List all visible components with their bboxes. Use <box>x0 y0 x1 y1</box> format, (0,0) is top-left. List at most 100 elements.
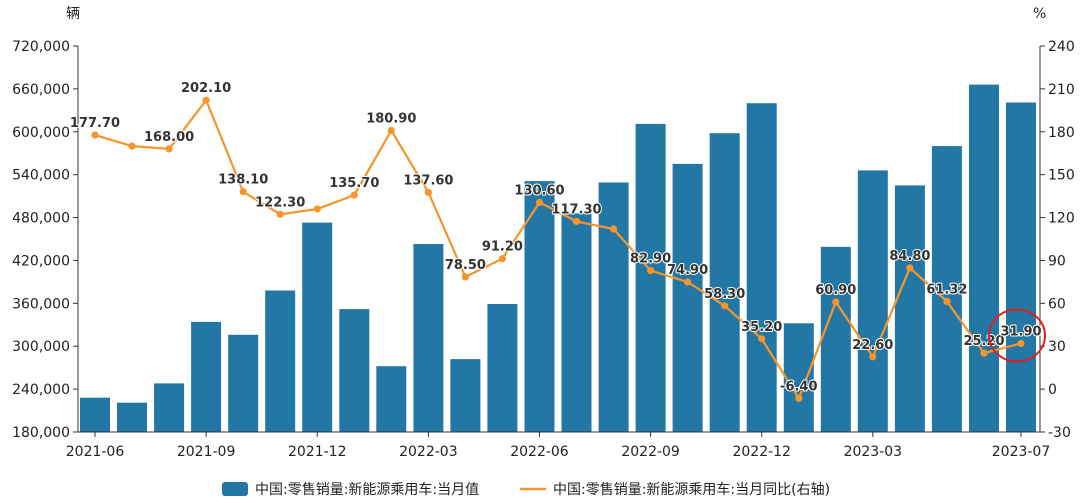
bar-2023-07 <box>1006 102 1036 432</box>
x-tick-label: 2021-12 <box>288 444 347 460</box>
legend-bar-swatch <box>222 482 248 496</box>
line-point-2022-02 <box>387 126 395 135</box>
y-right-tick-label: -30 <box>1048 425 1071 441</box>
bar-2022-03 <box>413 244 444 432</box>
line-series <box>91 96 1025 402</box>
bar-2022-04 <box>450 359 481 432</box>
line-point-2022-10 <box>684 278 692 286</box>
y-right-tick-label: 240 <box>1048 39 1075 55</box>
line-data-label: 168.00 <box>144 130 194 145</box>
line-data-label: 78.50 <box>445 258 486 273</box>
line-data-label: 25.20 <box>963 334 1004 349</box>
line-point-2023-07 <box>1017 339 1025 348</box>
line-data-label: -6.40 <box>780 379 817 394</box>
line-point-2023-02 <box>832 298 840 306</box>
y-left-tick-label: 720,000 <box>12 39 70 55</box>
bar-2022-08 <box>598 182 629 432</box>
line-data-label: 74.90 <box>667 263 708 278</box>
line-data-label: 60.90 <box>815 283 856 298</box>
bar-2021-12 <box>302 222 333 432</box>
legend-bar-label: 中国:零售销量:新能源乘用车:当月值 <box>255 481 479 498</box>
x-tick-label: 2023-07 <box>992 444 1051 460</box>
line-point-2022-01 <box>350 191 358 199</box>
bar-2021-07 <box>117 402 147 432</box>
bar-2021-10 <box>228 334 259 432</box>
line-data-label: 130.60 <box>514 183 564 198</box>
bar-2021-09 <box>191 321 222 432</box>
line-data-label: 35.20 <box>741 320 782 335</box>
line-data-label: 84.80 <box>889 249 930 264</box>
y-right-tick-label: 30 <box>1048 339 1066 355</box>
y-left-tick-label: 360,000 <box>12 296 70 312</box>
bar-2022-12 <box>746 103 777 432</box>
line-point-2023-01 <box>795 394 803 402</box>
line-data-label: 22.60 <box>852 338 893 353</box>
legend-line-label: 中国:零售销量:新能源乘用车:当月同比(右轴) <box>553 481 830 498</box>
line-point-2022-12 <box>758 335 766 343</box>
line-point-2021-09 <box>202 96 210 104</box>
bar-2023-01 <box>783 323 814 432</box>
bar-2022-02 <box>376 366 407 432</box>
line-data-label: 91.20 <box>482 240 523 255</box>
line-point-2022-06 <box>535 198 544 206</box>
y-axis-right-ticks: -30 0 30 60 90 120 150 180 210 240 <box>1040 39 1075 441</box>
line-point-2022-08 <box>610 225 618 233</box>
bar-2022-09 <box>635 123 666 433</box>
line-point-2022-03 <box>424 188 432 196</box>
y-right-tick-label: 0 <box>1048 382 1057 398</box>
line-point-2023-03 <box>869 353 877 361</box>
y-axis-left-ticks: 180,000 240,000 300,000 360,000 420,000 480,0… <box>12 39 78 441</box>
x-tick-label: 2022-09 <box>621 444 680 460</box>
line-point-2022-05 <box>498 255 506 263</box>
y-left-tick-label: 180,000 <box>12 425 70 441</box>
line-point-2023-05 <box>943 297 951 305</box>
line-data-label: 61.32 <box>926 282 967 297</box>
line-data-labels: 177.70 168.00 202.10 138.10 122.30 135.70 180.… <box>69 80 1043 395</box>
bar-series <box>80 84 1036 433</box>
bar-2021-06 <box>80 397 110 432</box>
y-right-tick-label: 90 <box>1048 253 1066 269</box>
line-point-2021-11 <box>276 210 284 218</box>
legend: 中国:零售销量:新能源乘用车:当月值 中国:零售销量:新能源乘用车:当月同比(右… <box>222 481 830 498</box>
y-left-tick-label: 420,000 <box>12 253 70 269</box>
line-data-label: 58.30 <box>704 287 745 302</box>
line-data-label: 135.70 <box>329 176 379 191</box>
line-point-2021-06 <box>91 131 99 139</box>
bar-2022-10 <box>672 163 703 432</box>
bar-2023-06 <box>969 84 999 432</box>
x-tick-label: 2022-06 <box>510 444 569 460</box>
y-left-tick-label: 600,000 <box>12 125 70 141</box>
line-point-2022-09 <box>647 267 655 275</box>
line-data-label: 177.70 <box>70 116 120 131</box>
bar-2022-07 <box>561 213 592 432</box>
y-left-tick-label: 240,000 <box>12 382 70 398</box>
line-data-label: 202.10 <box>181 81 231 96</box>
yoy-line <box>94 97 1022 401</box>
bar-2023-05 <box>931 146 962 432</box>
y-right-tick-label: 210 <box>1048 82 1075 98</box>
x-axis-ticks: 2021-06 2021-09 2021-12 2022-03 2022-06 2022-… <box>66 432 1051 460</box>
bar-2022-11 <box>709 133 740 432</box>
line-data-label: 122.30 <box>255 195 305 210</box>
y-left-tick-label: 300,000 <box>12 339 70 355</box>
y-left-tick-label: 480,000 <box>12 211 70 227</box>
axes: 180,000 240,000 300,000 360,000 420,000 480,0… <box>12 39 1075 460</box>
x-tick-label: 2022-03 <box>399 444 458 460</box>
y-axis-right-unit: % <box>1033 6 1046 22</box>
line-data-label: 137.60 <box>403 173 453 188</box>
line-point-2022-04 <box>461 273 469 281</box>
bar-2022-05 <box>487 304 518 432</box>
bar-2023-03 <box>857 170 888 432</box>
line-point-2023-04 <box>906 264 914 272</box>
bar-2023-04 <box>894 185 925 432</box>
y-left-tick-label: 540,000 <box>12 168 70 184</box>
x-tick-label: 2021-09 <box>177 444 236 460</box>
x-tick-label: 2022-12 <box>732 444 791 460</box>
highlight-circle <box>988 308 1046 363</box>
y-right-tick-label: 60 <box>1048 296 1066 312</box>
line-point-2021-12 <box>313 205 321 213</box>
x-tick-label: 2023-03 <box>844 444 903 460</box>
line-point-2021-08 <box>165 145 173 153</box>
